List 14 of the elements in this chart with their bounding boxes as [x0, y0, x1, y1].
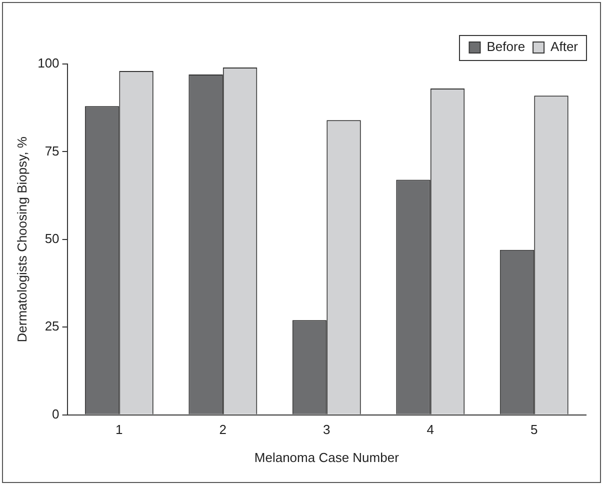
x-tick-label: 1 [116, 422, 123, 438]
y-tick-label: 50 [44, 230, 60, 246]
x-tick-label: 3 [323, 422, 330, 438]
x-tick-label: 5 [530, 422, 538, 438]
y-tick-label: 25 [44, 318, 60, 334]
x-tick-label: 2 [219, 422, 227, 438]
legend-label: After [550, 39, 579, 54]
y-tick-label: 0 [52, 406, 60, 422]
y-tick-label: 100 [38, 56, 60, 71]
legend-label: Before [486, 39, 526, 54]
x-tick-label: 4 [426, 422, 434, 438]
y-tick-label: 75 [44, 143, 60, 158]
x-axis-title: Melanoma Case Number [254, 450, 400, 465]
y-axis-title: Dermatologists Choosing Biopsy, % [14, 136, 30, 342]
